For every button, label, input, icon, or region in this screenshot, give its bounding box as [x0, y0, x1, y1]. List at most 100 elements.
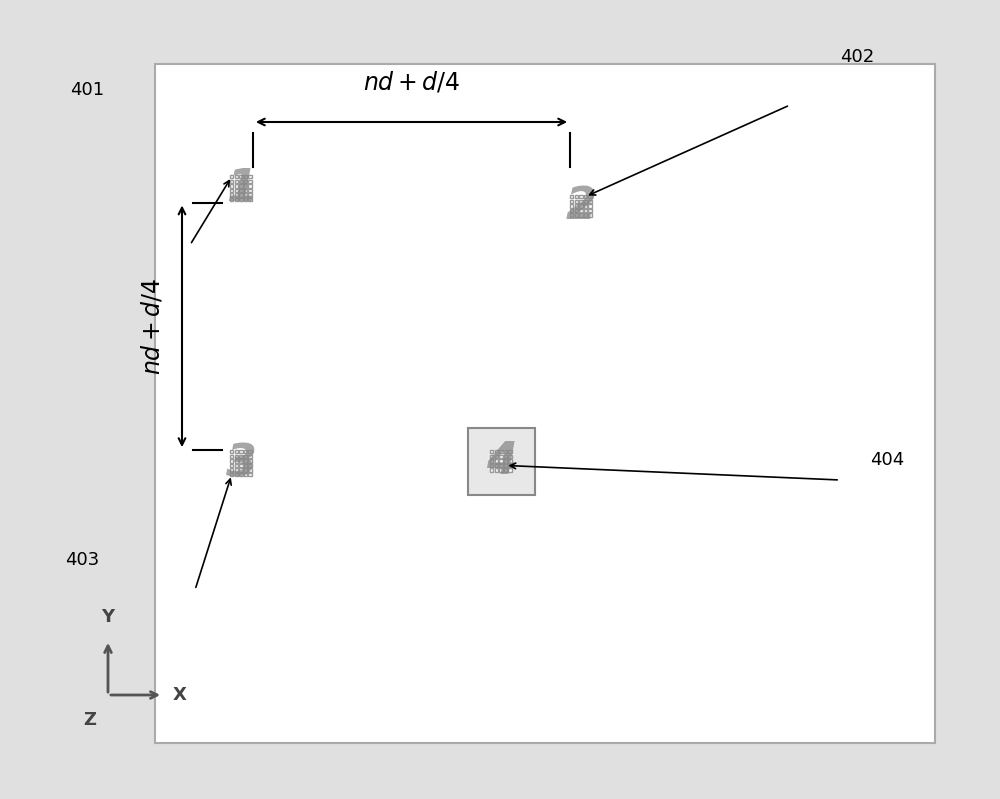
- Bar: [230, 198, 233, 201]
- Text: Y: Y: [101, 608, 115, 626]
- Bar: [584, 205, 587, 208]
- Bar: [579, 205, 582, 208]
- Bar: [499, 450, 503, 453]
- Bar: [495, 459, 498, 463]
- Bar: [508, 468, 512, 471]
- Bar: [584, 213, 587, 217]
- Bar: [584, 209, 587, 212]
- Bar: [570, 200, 573, 203]
- Bar: [248, 189, 252, 192]
- Text: 2: 2: [566, 185, 597, 228]
- Bar: [235, 198, 238, 201]
- Bar: [584, 195, 587, 198]
- Bar: [248, 468, 252, 471]
- Bar: [468, 428, 535, 495]
- Bar: [239, 459, 242, 463]
- Bar: [248, 450, 252, 453]
- Bar: [244, 450, 247, 453]
- Bar: [230, 450, 233, 453]
- Bar: [248, 175, 252, 178]
- Bar: [235, 468, 238, 471]
- Bar: [495, 463, 498, 467]
- Bar: [508, 463, 512, 467]
- Bar: [230, 459, 233, 463]
- Bar: [239, 189, 242, 192]
- Bar: [575, 195, 578, 198]
- Bar: [504, 459, 507, 463]
- Bar: [244, 180, 247, 183]
- Bar: [235, 459, 238, 463]
- Bar: [235, 180, 238, 183]
- Bar: [235, 473, 238, 476]
- Bar: [230, 180, 233, 183]
- Bar: [244, 189, 247, 192]
- Bar: [230, 185, 233, 188]
- Bar: [570, 205, 573, 208]
- Bar: [235, 175, 238, 178]
- Bar: [499, 468, 503, 471]
- Text: $\mathbf{\mathit{nd+d/4}}$: $\mathbf{\mathit{nd+d/4}}$: [363, 69, 460, 94]
- Bar: [570, 209, 573, 212]
- Bar: [235, 463, 238, 467]
- Bar: [235, 193, 238, 197]
- Bar: [579, 213, 582, 217]
- Bar: [244, 185, 247, 188]
- Bar: [248, 463, 252, 467]
- Bar: [588, 205, 592, 208]
- Bar: [579, 200, 582, 203]
- Bar: [230, 189, 233, 192]
- Bar: [244, 193, 247, 197]
- Bar: [490, 455, 493, 458]
- Bar: [508, 459, 512, 463]
- Bar: [499, 463, 503, 467]
- Bar: [588, 200, 592, 203]
- Bar: [230, 175, 233, 178]
- Bar: [575, 205, 578, 208]
- Bar: [155, 64, 935, 743]
- Bar: [239, 455, 242, 458]
- Bar: [244, 473, 247, 476]
- Bar: [244, 175, 247, 178]
- Bar: [575, 200, 578, 203]
- Bar: [235, 189, 238, 192]
- Text: 401: 401: [70, 81, 104, 99]
- Text: 3: 3: [226, 443, 257, 485]
- Bar: [504, 450, 507, 453]
- Bar: [579, 209, 582, 212]
- Bar: [490, 459, 493, 463]
- Bar: [239, 450, 242, 453]
- Bar: [239, 175, 242, 178]
- Bar: [504, 463, 507, 467]
- Bar: [239, 473, 242, 476]
- Bar: [239, 180, 242, 183]
- Bar: [490, 463, 493, 467]
- Bar: [230, 468, 233, 471]
- Bar: [239, 198, 242, 201]
- Bar: [244, 463, 247, 467]
- Bar: [575, 213, 578, 217]
- Text: 404: 404: [870, 451, 904, 469]
- Bar: [230, 463, 233, 467]
- Text: 403: 403: [65, 551, 99, 569]
- Bar: [248, 459, 252, 463]
- Bar: [508, 455, 512, 458]
- Bar: [588, 213, 592, 217]
- Bar: [588, 195, 592, 198]
- Bar: [504, 455, 507, 458]
- Bar: [248, 193, 252, 197]
- Bar: [248, 185, 252, 188]
- Bar: [239, 468, 242, 471]
- Bar: [244, 468, 247, 471]
- Bar: [570, 213, 573, 217]
- Bar: [495, 450, 498, 453]
- Bar: [508, 450, 512, 453]
- Bar: [244, 459, 247, 463]
- Bar: [239, 463, 242, 467]
- Bar: [588, 209, 592, 212]
- Bar: [248, 180, 252, 183]
- Bar: [239, 193, 242, 197]
- Bar: [230, 455, 233, 458]
- Bar: [504, 468, 507, 471]
- Text: X: X: [173, 686, 187, 704]
- Bar: [235, 455, 238, 458]
